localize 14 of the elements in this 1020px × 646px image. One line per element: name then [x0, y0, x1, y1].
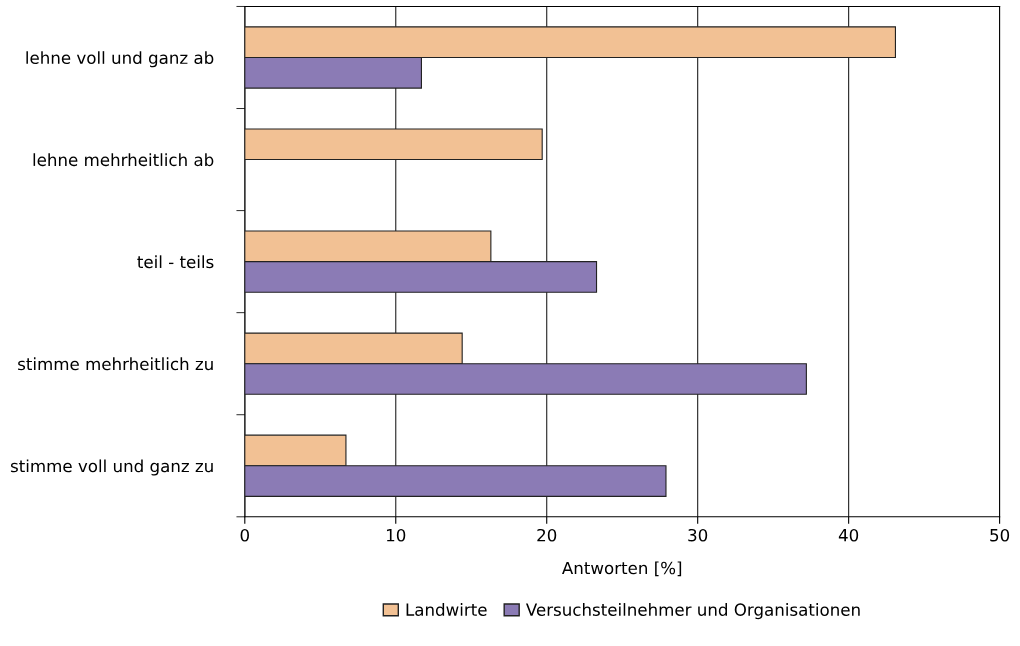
y-tick-label: lehne voll und ganz ab — [26, 51, 214, 68]
x-tick-label: 0 — [240, 528, 249, 542]
legend-label: Versuchsteilnehmer und Organisationen — [525, 603, 860, 620]
y-tick-label: stimme mehrheitlich zu — [18, 357, 213, 371]
x-tick-label: 10 — [386, 528, 406, 542]
x-tick-label: 50 — [990, 528, 1010, 542]
x-tick-label: 40 — [838, 528, 859, 542]
x-tick-label: 20 — [537, 528, 557, 542]
x-axis-title: Antworten [%] — [562, 561, 682, 577]
x-tick-label: 30 — [688, 528, 708, 542]
y-tick-label: lehne mehrheitlich ab — [33, 153, 214, 167]
legend-label: Landwirte — [406, 603, 487, 616]
y-tick-label: teil - teils — [137, 255, 214, 269]
y-tick-label: stimme voll und ganz zu — [10, 459, 213, 476]
